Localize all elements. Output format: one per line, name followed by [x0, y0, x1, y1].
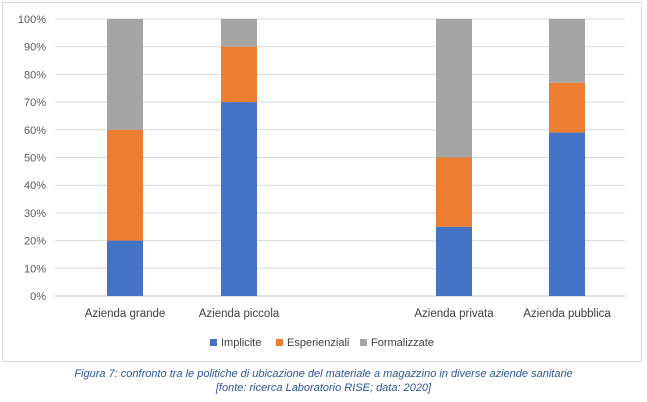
bar-segment: [549, 19, 585, 83]
bar-segment: [107, 129, 143, 241]
bar-segment: [436, 157, 472, 227]
legend: Implicite Esperienziali Formalizzate: [210, 337, 434, 349]
bar-segment: [549, 132, 585, 296]
caption-line-2: [fonte: ricerca Laboratorio RISE; data: …: [215, 382, 432, 394]
legend-item: Implicite: [210, 337, 261, 349]
y-tick-label: 20%: [24, 236, 46, 248]
y-tick-label: 100%: [18, 14, 46, 26]
legend-swatch: [360, 339, 367, 346]
y-tick-label: 70%: [24, 97, 46, 109]
legend-label: Implicite: [221, 337, 261, 349]
x-category-label: Azienda pubblica: [523, 308, 611, 320]
stacked-bar-chart: 0% 10% 20% 30% 40% 50% 60% 70% 80% 90% 100% Aziend…: [18, 14, 625, 349]
bar-segment: [221, 46, 257, 103]
bar-segment: [436, 19, 472, 158]
bar-segment: [221, 102, 257, 296]
bar-segment: [107, 240, 143, 296]
legend-swatch: [276, 339, 283, 346]
x-category-label: Azienda privata: [414, 308, 494, 320]
y-tick-label: 80%: [24, 69, 46, 81]
x-category-label: Azienda grande: [85, 308, 166, 320]
x-axis-category-labels: Azienda grande Azienda piccola Azienda pri…: [85, 308, 612, 320]
bars: [107, 19, 585, 296]
bar-segment: [107, 19, 143, 130]
caption-line-1: Figura 7: confronto tra le politiche di …: [74, 368, 573, 380]
y-tick-label: 0%: [30, 291, 46, 303]
bar-segment: [436, 226, 472, 296]
y-axis-tick-labels: 0% 10% 20% 30% 40% 50% 60% 70% 80% 90% 100%: [18, 14, 46, 303]
legend-item: Formalizzate: [360, 337, 434, 349]
y-tick-label: 90%: [24, 42, 46, 54]
legend-item: Esperienziali: [276, 337, 349, 349]
figure-caption: Figura 7: confronto tra le politiche di …: [0, 367, 647, 395]
legend-label: Esperienziali: [287, 337, 349, 349]
grid-lines: [55, 18, 625, 297]
bar-segment: [221, 19, 257, 47]
legend-swatch: [210, 339, 217, 346]
legend-label: Formalizzate: [371, 337, 434, 349]
y-tick-label: 50%: [24, 153, 46, 165]
y-tick-label: 60%: [24, 125, 46, 137]
x-category-label: Azienda piccola: [199, 308, 280, 320]
y-tick-label: 10%: [24, 263, 46, 275]
y-tick-label: 40%: [24, 180, 46, 192]
bar-segment: [549, 82, 585, 133]
y-tick-label: 30%: [24, 208, 46, 220]
